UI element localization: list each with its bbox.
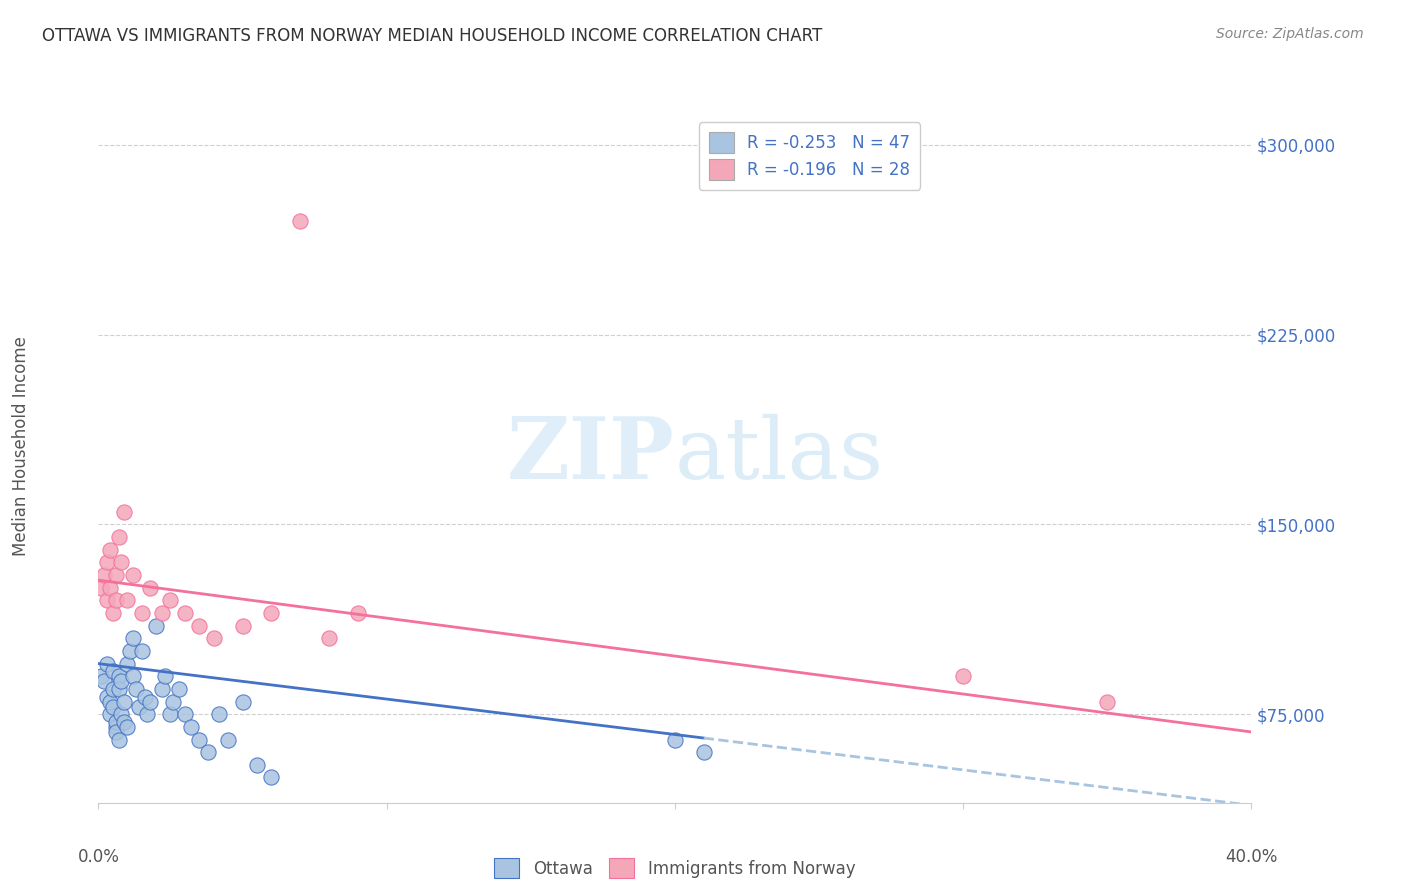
Point: [117, 593, 139, 607]
Point: [110, 556, 132, 570]
Point: [131, 606, 153, 620]
Point: [107, 669, 129, 683]
Point: [208, 707, 231, 722]
Point: [125, 681, 148, 696]
Point: [107, 530, 129, 544]
Point: [150, 681, 173, 696]
Point: [101, 681, 124, 696]
Point: [188, 732, 211, 747]
Point: [96, 690, 118, 704]
Point: [101, 665, 124, 679]
Point: [231, 695, 254, 709]
Text: Source: ZipAtlas.com: Source: ZipAtlas.com: [1216, 27, 1364, 41]
Point: [98, 581, 121, 595]
Point: [952, 669, 974, 683]
Point: [96, 657, 118, 671]
Point: [159, 707, 181, 722]
Point: [167, 681, 190, 696]
Point: [96, 593, 118, 607]
Point: [174, 606, 197, 620]
Point: [217, 732, 239, 747]
Point: [162, 695, 184, 709]
Point: [110, 674, 132, 689]
Point: [693, 745, 716, 759]
Point: [112, 695, 135, 709]
Text: atlas: atlas: [675, 413, 884, 497]
Point: [134, 690, 156, 704]
Point: [664, 732, 686, 747]
Point: [93, 674, 115, 689]
Point: [104, 568, 127, 582]
Point: [150, 606, 173, 620]
Text: 0.0%: 0.0%: [77, 848, 120, 866]
Point: [90, 581, 112, 595]
Point: [139, 695, 162, 709]
Point: [98, 695, 121, 709]
Point: [131, 644, 153, 658]
Legend: Ottawa, Immigrants from Norway: Ottawa, Immigrants from Norway: [488, 851, 862, 885]
Point: [180, 720, 202, 734]
Point: [188, 618, 211, 632]
Point: [122, 669, 145, 683]
Point: [1097, 695, 1119, 709]
Text: Median Household Income: Median Household Income: [13, 336, 30, 556]
Point: [174, 707, 197, 722]
Point: [104, 714, 127, 729]
Point: [231, 618, 254, 632]
Point: [96, 556, 118, 570]
Point: [104, 720, 127, 734]
Point: [110, 707, 132, 722]
Point: [153, 669, 176, 683]
Point: [246, 757, 269, 772]
Point: [90, 669, 112, 683]
Text: OTTAWA VS IMMIGRANTS FROM NORWAY MEDIAN HOUSEHOLD INCOME CORRELATION CHART: OTTAWA VS IMMIGRANTS FROM NORWAY MEDIAN …: [42, 27, 823, 45]
Point: [117, 657, 139, 671]
Point: [290, 214, 312, 228]
Point: [120, 644, 142, 658]
Point: [104, 593, 127, 607]
Point: [159, 593, 181, 607]
Point: [101, 699, 124, 714]
Point: [202, 632, 225, 646]
Point: [101, 606, 124, 620]
Point: [346, 606, 368, 620]
Text: 40.0%: 40.0%: [1225, 848, 1278, 866]
Point: [197, 745, 219, 759]
Point: [107, 681, 129, 696]
Point: [318, 632, 340, 646]
Point: [107, 732, 129, 747]
Point: [98, 542, 121, 557]
Point: [104, 725, 127, 739]
Point: [122, 568, 145, 582]
Point: [260, 771, 283, 785]
Point: [260, 606, 283, 620]
Point: [122, 632, 145, 646]
Point: [112, 505, 135, 519]
Point: [128, 699, 150, 714]
Point: [139, 581, 162, 595]
Text: ZIP: ZIP: [508, 413, 675, 497]
Point: [93, 568, 115, 582]
Point: [112, 714, 135, 729]
Point: [145, 618, 167, 632]
Point: [117, 720, 139, 734]
Point: [98, 707, 121, 722]
Point: [136, 707, 159, 722]
